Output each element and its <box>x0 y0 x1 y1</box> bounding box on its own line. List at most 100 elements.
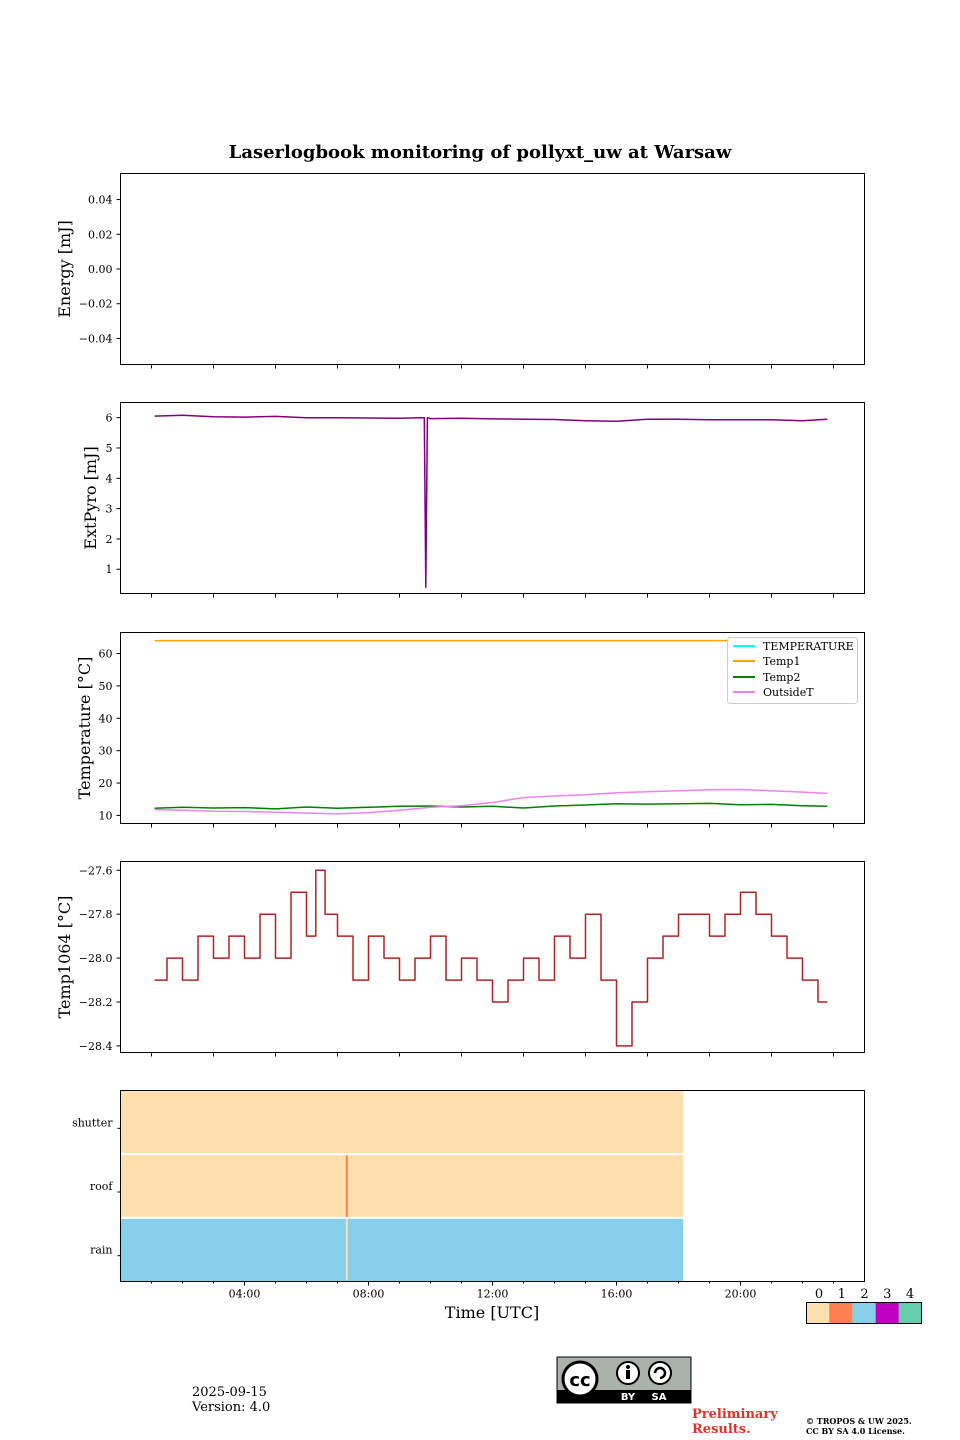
ytick-label: 60 <box>99 648 113 661</box>
status-xtick-label: 20:00 <box>725 1288 757 1301</box>
preliminary-line1: Preliminary <box>692 1407 778 1422</box>
extpyro-axes <box>120 402 865 594</box>
temp1064-xticks <box>151 1052 834 1057</box>
ytick-label: 50 <box>99 680 113 693</box>
ytick-label: 20 <box>99 777 113 790</box>
legend-label-temperature: TEMPERATURE <box>763 640 854 653</box>
by-person-body <box>626 1370 630 1379</box>
status-row-label-rain: rain <box>90 1244 112 1257</box>
ytick-label: −0.04 <box>79 332 113 345</box>
ytick-label: −28.0 <box>79 952 113 965</box>
extpyro-panel: 1 2 3 4 5 6 ExtPyro [mJ] <box>81 402 865 598</box>
temp1064-series-group <box>154 869 828 1047</box>
series-line-outsidet <box>154 788 828 815</box>
legend-label-temp1: Temp1 <box>763 655 800 668</box>
temp1064-yticks: −27.6 −27.8 −28.0 −28.2 −28.4 <box>79 864 121 1053</box>
status-row-rain <box>120 1217 684 1282</box>
status-xticks: 04:00 08:00 12:00 16:00 20:00 <box>151 1281 834 1301</box>
status-row-roof <box>120 1154 684 1218</box>
colorbar-segment <box>829 1302 853 1324</box>
footer-version: Version: 4.0 <box>191 1400 270 1415</box>
colorbar-label: 0 <box>815 1287 823 1302</box>
cc-logo-icon <box>561 1360 599 1398</box>
energy-yticks: 0.04 0.02 0.00 −0.02 −0.04 <box>79 194 121 345</box>
extpyro-ylabel: ExtPyro [mJ] <box>81 446 100 549</box>
extpyro-yticks: 1 2 3 4 5 6 <box>106 412 121 576</box>
temp1064-panel: −27.6 −27.8 −28.0 −28.2 −28.4 Temp1064 [°C] <box>55 861 865 1057</box>
ytick-label: 2 <box>106 533 113 546</box>
figure-title: Laserlogbook monitoring of pollyxt_uw at… <box>229 142 732 163</box>
status-cells-group <box>120 1090 684 1282</box>
sa-share-icon <box>648 1361 672 1385</box>
status-xtick-label: 16:00 <box>601 1288 633 1301</box>
temp1064-axes <box>120 861 865 1053</box>
extpyro-xticks <box>151 593 834 598</box>
ytick-label: 0.02 <box>88 228 113 241</box>
colorbar-segment <box>898 1302 922 1324</box>
temperature-panel: 10 20 30 40 50 60 Temperature [°C] TEMPERATUR… <box>75 632 865 828</box>
energy-xticks <box>151 364 834 369</box>
colorbar-segment <box>875 1302 899 1324</box>
legend-label-outsidet: OutsideT <box>763 686 814 699</box>
ytick-label: 0.04 <box>88 194 113 207</box>
colorbar-border <box>806 1302 922 1324</box>
status-row-label-roof: roof <box>90 1180 114 1193</box>
status-row-shutter <box>120 1090 684 1155</box>
license-sa-label: SA <box>652 1392 667 1403</box>
colorbar-label: 4 <box>906 1287 914 1302</box>
ytick-label: 0.00 <box>88 263 113 276</box>
sa-share-arrow <box>653 1366 667 1380</box>
energy-axes <box>120 173 865 365</box>
temperature-axes <box>120 632 865 824</box>
status-xtick-label: 04:00 <box>229 1288 261 1301</box>
series-line-temp2 <box>154 802 828 810</box>
ytick-label: −28.2 <box>79 996 113 1009</box>
energy-ylabel: Energy [mJ] <box>55 220 74 318</box>
ytick-label: −0.02 <box>79 298 113 311</box>
ytick-label: −27.6 <box>79 864 113 877</box>
preliminary-line2: Results. <box>692 1422 751 1437</box>
status-panel: shutter roof rain 04:00 08:00 12:00 16:00 20:0… <box>72 1090 865 1322</box>
ytick-label: 6 <box>106 412 113 425</box>
colorbar-segment <box>852 1302 876 1324</box>
ytick-label: 5 <box>106 442 113 455</box>
colorbar-label: 3 <box>883 1287 891 1302</box>
series-line-temp1064 <box>154 869 828 1047</box>
extpyro-series-group <box>154 414 828 589</box>
legend-label-temp2: Temp2 <box>763 671 800 684</box>
temperature-series-group <box>154 639 828 815</box>
status-row-label-shutter: shutter <box>72 1116 113 1129</box>
colorbar-label: 1 <box>838 1287 846 1302</box>
copyright-line2: CC BY SA 4.0 License. <box>806 1426 905 1436</box>
license-by-label: BY <box>621 1392 636 1403</box>
ytick-label: 30 <box>99 745 113 758</box>
ytick-label: −28.4 <box>79 1040 113 1053</box>
ytick-label: −27.8 <box>79 908 113 921</box>
temperature-xticks <box>151 823 834 828</box>
status-xtick-label: 12:00 <box>477 1288 509 1301</box>
status-xtick-label: 08:00 <box>353 1288 385 1301</box>
status-row-labels: shutter roof rain <box>72 1116 121 1257</box>
legend-box <box>727 637 858 704</box>
ytick-label: 4 <box>106 472 113 485</box>
colorbar-label: 2 <box>860 1287 868 1302</box>
temperature-ylabel: Temperature [°C] <box>75 657 94 800</box>
temperature-legend: TEMPERATURE Temp1 Temp2 OutsideT <box>727 637 858 704</box>
ytick-label: 1 <box>106 563 113 576</box>
temp1064-ylabel: Temp1064 [°C] <box>55 896 74 1019</box>
temperature-yticks: 10 20 30 40 50 60 <box>99 648 121 822</box>
cc-logo-text: cc <box>569 1370 590 1391</box>
footer-date: 2025-09-15 <box>192 1385 267 1400</box>
ytick-label: 40 <box>99 712 113 725</box>
copyright-line1: © TROPOS & UW 2025. <box>806 1416 912 1426</box>
ytick-label: 10 <box>99 809 113 822</box>
status-xlabel: Time [UTC] <box>445 1303 539 1322</box>
by-person-head <box>626 1365 630 1369</box>
colorbar-segment <box>806 1302 830 1324</box>
energy-panel: 0.04 0.02 0.00 −0.02 −0.04 Energy [mJ] <box>55 173 865 369</box>
series-line-extpyro <box>154 414 828 589</box>
cc-by-sa-badge: cc BY SA <box>556 1356 692 1404</box>
ytick-label: 3 <box>106 503 113 516</box>
